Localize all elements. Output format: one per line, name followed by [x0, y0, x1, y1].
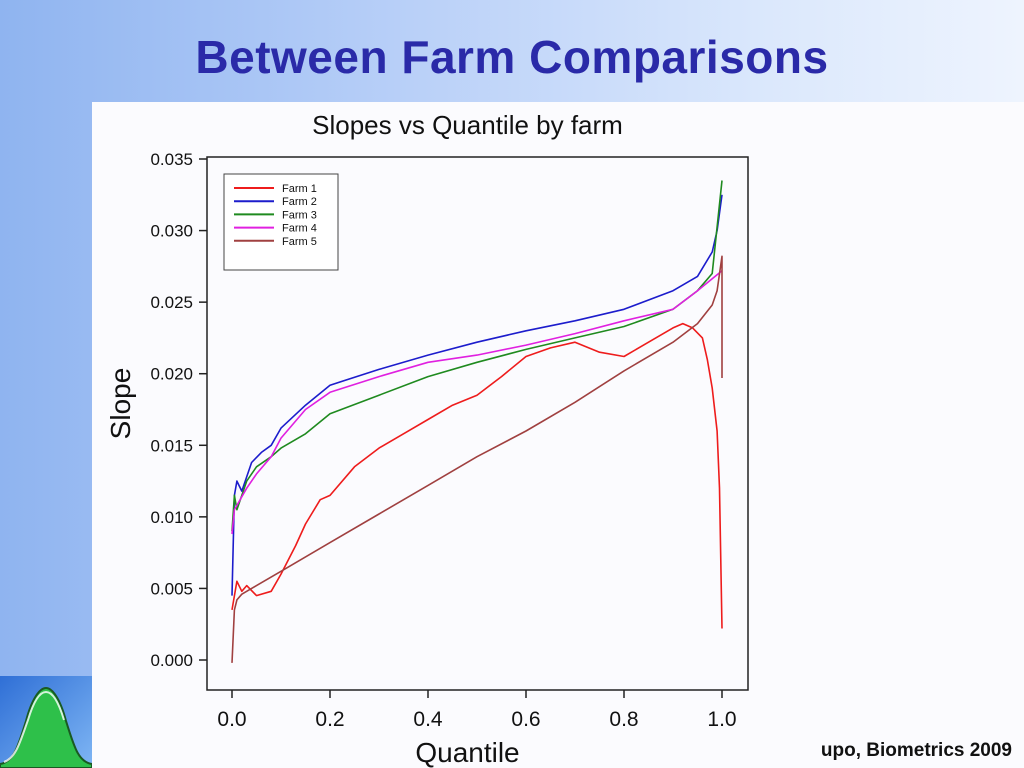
- chart: Slopes vs Quantile by farm 0.0 0.2 0.4 0.6 0.…: [105, 110, 749, 768]
- x-axis-label: Quantile: [415, 737, 519, 768]
- x-tick-label: 0.0: [217, 708, 246, 731]
- series-line-farm-4: [231, 270, 723, 535]
- legend-entry: Farm 2: [282, 196, 317, 208]
- legend-entry: Farm 3: [282, 209, 317, 221]
- y-tick-label: 0.020: [150, 365, 193, 384]
- legend-entry: Farm 1: [282, 183, 317, 195]
- x-tick-label: 0.6: [511, 708, 540, 731]
- y-tick-label: 0.000: [150, 651, 193, 670]
- y-tick-label: 0.025: [150, 293, 193, 312]
- y-tick-label: 0.010: [150, 508, 193, 527]
- plot-frame: [206, 156, 749, 691]
- bell-curve-logo-icon: [0, 676, 92, 768]
- x-tick-label: 0.2: [315, 708, 344, 731]
- x-tick-label: 1.0: [707, 708, 736, 731]
- citation-text: upo, Biometrics 2009: [820, 740, 1012, 761]
- series-line-farm-5: [231, 255, 723, 663]
- y-tick-label: 0.035: [150, 150, 193, 169]
- series-line-farm-2: [231, 194, 723, 596]
- y-tick-label: 0.030: [150, 222, 193, 241]
- y-axis-label: Slope: [105, 368, 136, 440]
- legend-entry: Farm 4: [282, 223, 317, 235]
- x-tick-label: 0.4: [413, 708, 443, 731]
- citation-mask: [744, 736, 764, 768]
- y-tick-label: 0.015: [150, 436, 193, 455]
- x-tick-label: 0.8: [609, 708, 638, 731]
- y-tick-label: 0.005: [150, 579, 193, 598]
- series-line-farm-1: [231, 322, 723, 629]
- chart-title: Slopes vs Quantile by farm: [312, 110, 623, 140]
- legend-entry: Farm 5: [282, 236, 317, 248]
- legend-box: [223, 173, 339, 271]
- slide-title: Between Farm Comparisons: [195, 31, 829, 83]
